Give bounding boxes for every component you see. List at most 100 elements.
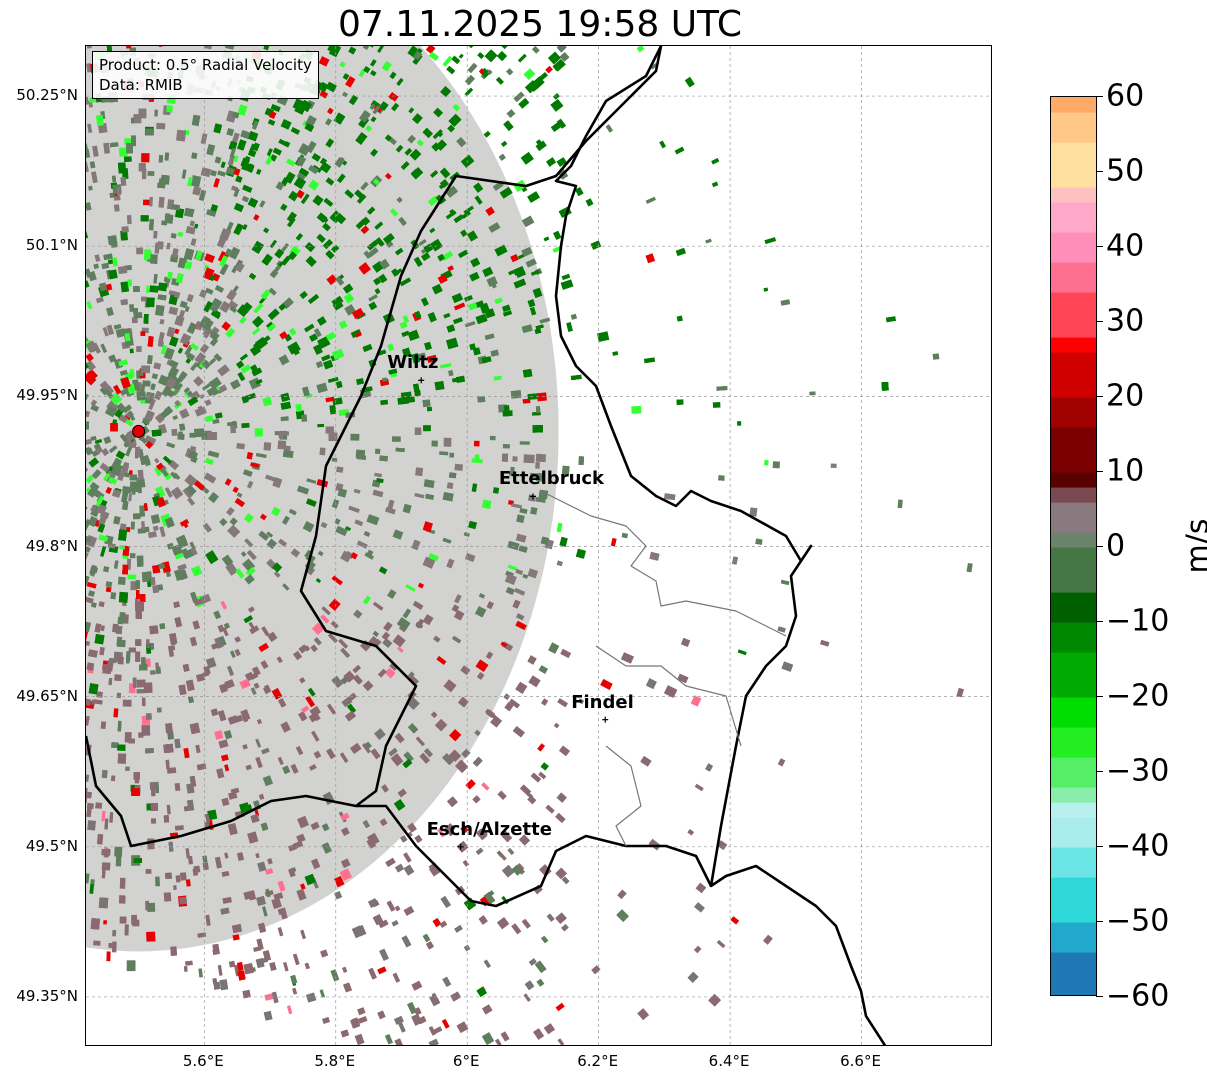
city-marker bbox=[418, 377, 425, 384]
colorbar-segment bbox=[1051, 577, 1096, 593]
colorbar-segment bbox=[1051, 862, 1096, 878]
data-source-label: Data: RMIB bbox=[99, 76, 183, 94]
latitude-tick-label: 50.1°N bbox=[25, 236, 78, 255]
city-marker bbox=[602, 716, 609, 723]
colorbar-segment bbox=[1051, 337, 1096, 353]
colorbar-segment bbox=[1051, 277, 1096, 293]
colorbar-segment bbox=[1051, 322, 1096, 338]
colorbar-segment bbox=[1051, 937, 1096, 953]
longitude-tick-label: 5.8°E bbox=[314, 1052, 356, 1070]
latitude-tick-label: 49.65°N bbox=[16, 686, 78, 705]
colorbar-segment bbox=[1051, 517, 1096, 533]
colorbar-segment bbox=[1051, 472, 1096, 488]
colorbar-segment bbox=[1051, 922, 1096, 938]
colorbar-segment bbox=[1051, 787, 1096, 803]
colorbar-segment bbox=[1051, 877, 1096, 893]
colorbar-segment bbox=[1051, 367, 1096, 383]
colorbar-segment bbox=[1051, 112, 1096, 128]
colorbar-tick-label: −10 bbox=[1106, 603, 1170, 639]
city-marker bbox=[457, 843, 464, 850]
colorbar-tick-mark bbox=[1096, 996, 1103, 997]
colorbar-segment bbox=[1051, 487, 1096, 503]
colorbar-segment bbox=[1051, 412, 1096, 428]
colorbar-segment bbox=[1051, 307, 1096, 323]
colorbar-segment bbox=[1051, 952, 1096, 968]
colorbar-tick-label: −60 bbox=[1106, 978, 1170, 1014]
colorbar-tick-mark bbox=[1096, 921, 1103, 922]
colorbar-segment bbox=[1051, 532, 1096, 548]
colorbar-segment bbox=[1051, 592, 1096, 608]
colorbar-segment bbox=[1051, 217, 1096, 233]
colorbar-tick-label: −50 bbox=[1106, 903, 1170, 939]
product-info-box: Product: 0.5° Radial Velocity Data: RMIB bbox=[92, 51, 319, 99]
colorbar-segment bbox=[1051, 562, 1096, 578]
colorbar-tick-label: 20 bbox=[1106, 378, 1145, 414]
colorbar-segment bbox=[1051, 382, 1096, 398]
product-label: Product: 0.5° Radial Velocity bbox=[99, 56, 312, 74]
colorbar-tick-label: 30 bbox=[1106, 303, 1145, 339]
longitude-tick-label: 6°E bbox=[452, 1052, 480, 1070]
colorbar-segment bbox=[1051, 202, 1096, 218]
colorbar-tick-mark bbox=[1096, 846, 1103, 847]
colorbar-segment bbox=[1051, 967, 1096, 983]
latitude-tick-label: 49.8°N bbox=[25, 536, 78, 555]
colorbar-segment bbox=[1051, 97, 1096, 113]
colorbar-segment bbox=[1051, 817, 1096, 833]
velocity-colorbar bbox=[1050, 96, 1097, 996]
colorbar-segment bbox=[1051, 727, 1096, 743]
radar-site-marker bbox=[132, 424, 146, 438]
colorbar-segment bbox=[1051, 697, 1096, 713]
colorbar-segment bbox=[1051, 457, 1096, 473]
latitude-tick-label: 49.35°N bbox=[16, 986, 78, 1005]
colorbar-tick-label: −40 bbox=[1106, 828, 1170, 864]
colorbar-segment bbox=[1051, 397, 1096, 413]
colorbar-unit-label: m/s bbox=[1180, 518, 1207, 574]
colorbar-segment bbox=[1051, 772, 1096, 788]
radar-map[interactable] bbox=[85, 45, 992, 1046]
colorbar-tick-label: 0 bbox=[1106, 528, 1126, 564]
colorbar-tick-mark bbox=[1096, 546, 1103, 547]
colorbar-segment bbox=[1051, 742, 1096, 758]
colorbar-tick-mark bbox=[1096, 771, 1103, 772]
colorbar-segment bbox=[1051, 157, 1096, 173]
colorbar-tick-mark bbox=[1096, 621, 1103, 622]
colorbar-segment bbox=[1051, 247, 1096, 263]
colorbar-tick-mark bbox=[1096, 696, 1103, 697]
colorbar-segment bbox=[1051, 622, 1096, 638]
map-title: 07.11.2025 19:58 UTC bbox=[337, 4, 743, 45]
colorbar-segment bbox=[1051, 757, 1096, 773]
colorbar-tick-mark bbox=[1096, 246, 1103, 247]
colorbar-segment bbox=[1051, 982, 1096, 995]
country-borders bbox=[86, 46, 887, 1045]
colorbar-segment bbox=[1051, 547, 1096, 563]
colorbar-segment bbox=[1051, 652, 1096, 668]
colorbar-tick-label: 40 bbox=[1106, 228, 1145, 264]
colorbar-segment bbox=[1051, 607, 1096, 623]
colorbar-segment bbox=[1051, 667, 1096, 683]
map-canvas bbox=[86, 46, 991, 1045]
colorbar-segment bbox=[1051, 172, 1096, 188]
colorbar-segment bbox=[1051, 142, 1096, 158]
latitude-tick-label: 49.5°N bbox=[25, 836, 78, 855]
longitude-tick-label: 6.6°E bbox=[840, 1052, 881, 1070]
colorbar-segment bbox=[1051, 232, 1096, 248]
colorbar-segment bbox=[1051, 292, 1096, 308]
colorbar-segment bbox=[1051, 262, 1096, 278]
colorbar-tick-mark bbox=[1096, 96, 1103, 97]
city-marker bbox=[529, 493, 536, 500]
colorbar-segment bbox=[1051, 352, 1096, 368]
colorbar-segment bbox=[1051, 712, 1096, 728]
colorbar-segment bbox=[1051, 682, 1096, 698]
radar-site-layer bbox=[132, 377, 609, 850]
longitude-tick-label: 6.4°E bbox=[708, 1052, 750, 1070]
colorbar-segment bbox=[1051, 892, 1096, 908]
longitude-tick-label: 6.2°E bbox=[577, 1052, 619, 1070]
colorbar-tick-label: 50 bbox=[1106, 153, 1145, 189]
colorbar-segment bbox=[1051, 907, 1096, 923]
latitude-tick-label: 49.95°N bbox=[16, 386, 78, 405]
city-label: Wiltz bbox=[387, 352, 439, 374]
city-label: Ettelbruck bbox=[498, 468, 605, 490]
colorbar-segment bbox=[1051, 127, 1096, 143]
city-label: Esch/Alzette bbox=[426, 818, 552, 840]
colorbar-segment bbox=[1051, 502, 1096, 518]
